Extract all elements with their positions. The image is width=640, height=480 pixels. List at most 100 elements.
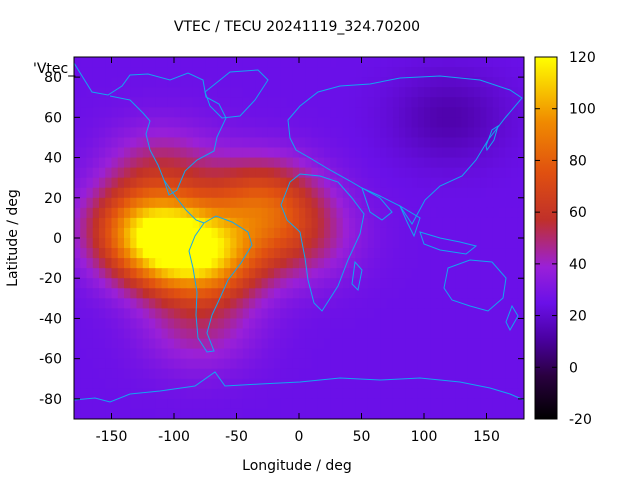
heat-cell <box>217 288 225 299</box>
heat-cell <box>424 408 431 419</box>
heat-cell <box>199 338 206 350</box>
heat-cell <box>86 157 94 169</box>
heat-cell <box>436 87 444 98</box>
heat-cell <box>105 177 113 189</box>
heat-cell <box>124 328 131 340</box>
heat-cell <box>142 77 150 88</box>
heat-cell <box>255 318 263 330</box>
heat-cell <box>330 338 338 350</box>
heat-cell <box>242 368 250 380</box>
heat-cell <box>99 97 106 108</box>
heat-cell <box>117 147 125 159</box>
heat-cell <box>517 207 524 219</box>
heat-cell <box>142 117 150 128</box>
heat-cell <box>317 398 325 410</box>
heat-cell <box>186 227 194 239</box>
heat-cell <box>136 137 144 149</box>
heat-cell <box>417 368 425 380</box>
heat-cell <box>424 238 431 249</box>
heat-cell <box>492 318 500 330</box>
heat-cell <box>92 157 100 169</box>
heat-cell <box>136 288 144 299</box>
heat-cell <box>511 207 519 219</box>
heat-cell <box>374 408 381 419</box>
heat-cell <box>474 268 481 279</box>
heat-cell <box>467 258 475 269</box>
heat-cell <box>161 378 169 390</box>
heat-cell <box>405 258 413 269</box>
heat-cell <box>130 67 138 78</box>
heat-cell <box>186 207 194 219</box>
heat-cell <box>205 77 213 88</box>
heat-cell <box>380 348 388 360</box>
heat-cell <box>230 308 238 320</box>
heat-cell <box>399 97 406 108</box>
heat-cell <box>467 127 475 139</box>
heat-cell <box>211 358 219 370</box>
heat-cell <box>511 217 519 229</box>
heat-cell <box>386 177 394 189</box>
heat-cell <box>355 278 363 289</box>
heat-cell <box>217 358 225 370</box>
heat-cell <box>467 67 475 78</box>
heat-cell <box>161 398 169 410</box>
heat-cell <box>355 87 363 98</box>
heat-cell <box>161 328 169 340</box>
heat-cell <box>455 348 463 360</box>
heat-cell <box>249 117 256 128</box>
heat-cell <box>286 87 294 98</box>
heat-cell <box>305 328 313 340</box>
heat-cell <box>380 368 388 380</box>
heat-cell <box>136 167 144 179</box>
heat-cell <box>105 67 113 78</box>
heat-cell <box>186 87 194 98</box>
heat-cell <box>174 147 181 159</box>
heat-cell <box>299 127 306 139</box>
heat-cell <box>474 368 481 380</box>
heat-cell <box>155 308 163 320</box>
heat-cell <box>249 57 256 68</box>
heat-cell <box>355 157 363 169</box>
heat-cell <box>461 87 469 98</box>
heat-cell <box>386 217 394 229</box>
heat-cell <box>205 207 213 219</box>
heat-cell <box>267 238 275 249</box>
heat-cell <box>217 248 225 259</box>
heat-cell <box>261 67 269 78</box>
heat-cell <box>330 207 338 219</box>
heat-cell <box>292 248 300 259</box>
heat-cell <box>255 147 263 159</box>
heat-cell <box>286 157 294 169</box>
heat-cell <box>305 207 313 219</box>
heat-cell <box>430 117 438 128</box>
heat-cell <box>124 288 131 299</box>
heat-cell <box>136 388 144 400</box>
heat-cell <box>111 378 119 390</box>
heat-cell <box>267 318 275 330</box>
heat-cell <box>424 197 431 209</box>
heat-cell <box>486 77 494 88</box>
heat-cell <box>105 238 113 249</box>
heat-cell <box>442 117 450 128</box>
heat-cell <box>255 388 263 400</box>
heat-cell <box>242 147 250 159</box>
heat-cell <box>192 217 200 229</box>
heat-cell <box>136 278 144 289</box>
heat-cell <box>111 358 119 370</box>
heat-cell <box>211 318 219 330</box>
heat-cell <box>124 338 131 350</box>
heat-cell <box>417 207 425 219</box>
heat-cell <box>517 248 524 259</box>
heat-cell <box>342 107 350 118</box>
heat-cell <box>199 398 206 410</box>
heat-cell <box>280 117 288 128</box>
heat-cell <box>380 177 388 189</box>
colorbar-frame <box>534 56 558 420</box>
heat-cell <box>305 107 313 118</box>
heat-cell <box>374 107 381 118</box>
heat-cell <box>305 358 313 370</box>
heat-cell <box>142 167 150 179</box>
heat-cell <box>249 398 256 410</box>
heat-cell <box>292 77 300 88</box>
heat-cell <box>205 368 213 380</box>
